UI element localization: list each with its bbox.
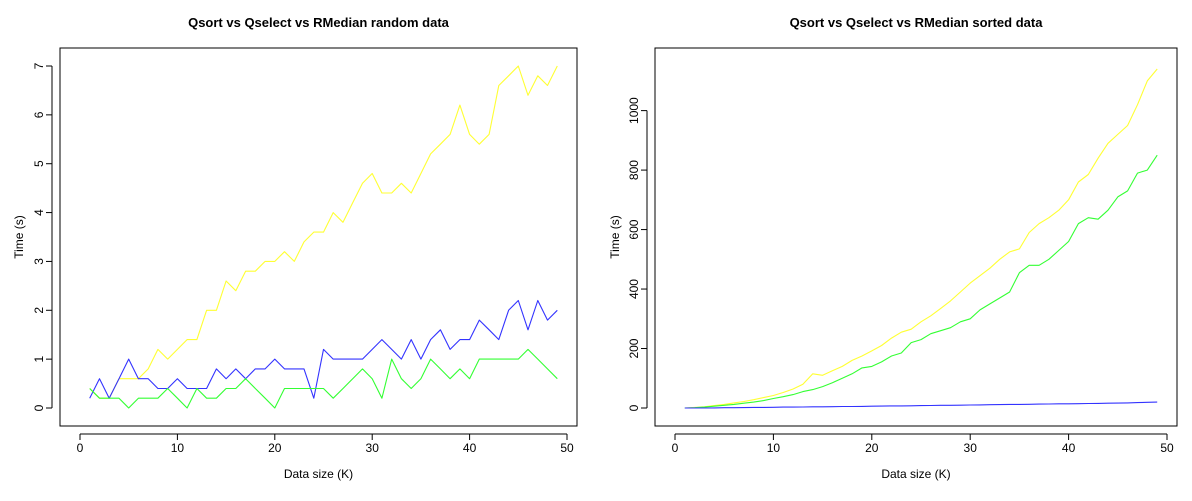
- x-tick-label: 20: [865, 441, 879, 455]
- chart-panel-1: Qsort vs Qselect vs RMedian random data 0…: [12, 15, 578, 481]
- x-tick-label: 20: [268, 441, 282, 455]
- series-line-1: [89, 65, 558, 399]
- x-tick-label: 50: [1160, 441, 1174, 455]
- y-axis-label: Time (s): [12, 215, 26, 259]
- plot-frame: [59, 47, 578, 427]
- x-tick-label: 50: [560, 441, 574, 455]
- x-axis-label: Data size (K): [881, 467, 950, 481]
- x-tick-label: 40: [463, 441, 477, 455]
- series-line-2: [684, 154, 1158, 409]
- x-tick-label: 10: [171, 441, 185, 455]
- y-tick-label: 400: [627, 279, 641, 299]
- y-tick-label: 3: [32, 258, 46, 265]
- y-tick-label: 1000: [627, 97, 641, 124]
- chart-title: Qsort vs Qselect vs RMedian random data: [188, 15, 450, 30]
- y-tick-label: 2: [32, 307, 46, 314]
- y-tick-label: 600: [627, 219, 641, 239]
- y-tick-label: 5: [32, 160, 46, 167]
- x-tick-label: 0: [77, 441, 84, 455]
- y-tick-label: 0: [627, 404, 641, 411]
- y-tick-label: 7: [32, 62, 46, 69]
- x-tick-label: 0: [672, 441, 679, 455]
- plot-frame: [654, 47, 1178, 427]
- x-tick-label: 10: [767, 441, 781, 455]
- y-tick-label: 4: [32, 209, 46, 216]
- chart-title: Qsort vs Qselect vs RMedian sorted data: [790, 15, 1044, 30]
- series-line-1: [684, 68, 1158, 409]
- x-tick-label: 30: [366, 441, 380, 455]
- y-tick-label: 800: [627, 160, 641, 180]
- x-axis-label: Data size (K): [284, 467, 353, 481]
- y-axis-label: Time (s): [608, 215, 622, 259]
- y-tick-label: 0: [32, 404, 46, 411]
- series-line-3: [89, 348, 558, 409]
- series-line-2: [89, 299, 558, 399]
- y-tick-label: 1: [32, 355, 46, 362]
- chart-panel-2: Qsort vs Qselect vs RMedian sorted data 0…: [608, 15, 1178, 481]
- x-tick-label: 40: [1062, 441, 1076, 455]
- y-tick-label: 6: [32, 111, 46, 118]
- x-tick-label: 30: [964, 441, 978, 455]
- series-line-3: [684, 401, 1158, 409]
- y-tick-label: 200: [627, 338, 641, 358]
